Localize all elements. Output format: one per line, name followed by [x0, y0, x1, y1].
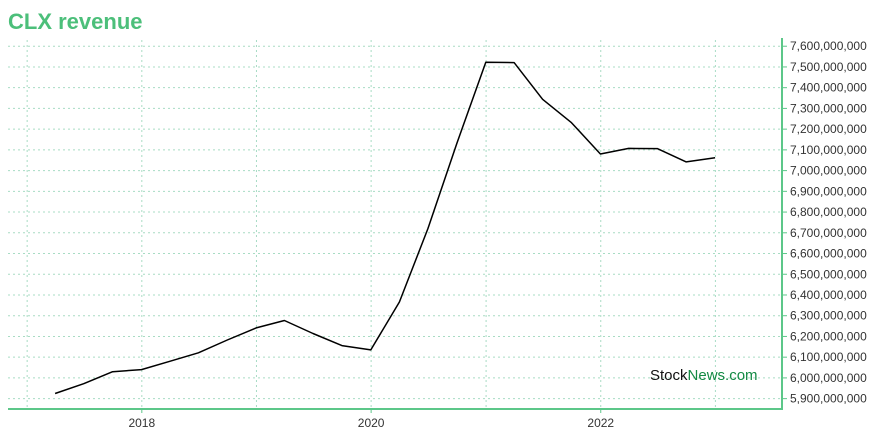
- tick-labels: 5,900,000,000 6,000,000,000 6,100,000,000 6…: [128, 39, 867, 430]
- series-layer: [54, 61, 716, 395]
- watermark-dotcom: .com: [725, 367, 758, 384]
- y-tick-label: 7,300,000,000: [790, 101, 867, 115]
- y-tick-label: 6,300,000,000: [790, 309, 867, 323]
- watermark: StockNews.com: [650, 367, 758, 384]
- y-tick-label: 7,200,000,000: [790, 122, 867, 136]
- y-tick-label: 6,200,000,000: [790, 329, 867, 343]
- y-tick-label: 7,000,000,000: [790, 164, 867, 178]
- y-tick-label: 7,600,000,000: [790, 39, 867, 53]
- y-tick-label: 6,900,000,000: [790, 184, 867, 198]
- x-tick-label: 2020: [358, 416, 385, 430]
- y-tick-label: 6,600,000,000: [790, 247, 867, 261]
- y-tick-label: 6,000,000,000: [790, 371, 867, 385]
- series-line: [54, 61, 716, 395]
- y-tick-label: 6,400,000,000: [790, 288, 867, 302]
- y-tick-label: 7,100,000,000: [790, 143, 867, 157]
- watermark-news: News: [688, 367, 726, 384]
- y-tick-label: 6,100,000,000: [790, 350, 867, 364]
- watermark-stock: Stock: [650, 367, 688, 384]
- x-tick-label: 2022: [587, 416, 614, 430]
- y-tick-label: 7,400,000,000: [790, 81, 867, 95]
- y-tick-label: 6,500,000,000: [790, 267, 867, 281]
- y-tick-label: 7,500,000,000: [790, 60, 867, 74]
- chart-title: CLX revenue: [8, 9, 143, 34]
- y-tick-label: 6,700,000,000: [790, 226, 867, 240]
- y-tick-label: 6,800,000,000: [790, 205, 867, 219]
- grid-lines: [8, 40, 782, 409]
- y-tick-label: 5,900,000,000: [790, 392, 867, 406]
- x-tick-label: 2018: [128, 416, 155, 430]
- axes: [8, 38, 787, 413]
